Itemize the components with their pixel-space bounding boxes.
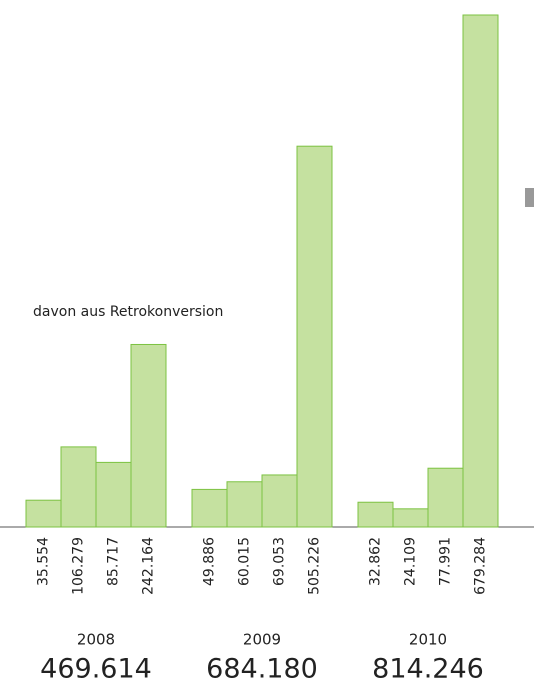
value-label: 32.862	[368, 537, 384, 586]
annotation: davon aus Retrokonversion	[33, 304, 223, 320]
group-label: 2009	[243, 631, 281, 649]
bar	[95, 461, 132, 528]
bar	[226, 481, 263, 528]
value-label: 106.279	[71, 537, 87, 595]
bar	[296, 145, 333, 528]
bar	[130, 343, 167, 528]
value-label: 24.109	[403, 537, 419, 586]
group-total: 469.614	[40, 654, 152, 685]
value-label: 85.717	[106, 537, 122, 586]
group-total: 814.246	[372, 654, 484, 685]
bar	[357, 501, 394, 528]
value-label: 49.886	[202, 537, 218, 586]
bar	[191, 488, 228, 528]
group-label: 2008	[77, 631, 115, 649]
value-label: 60.015	[237, 537, 253, 586]
value-label: 505.226	[307, 537, 323, 595]
value-label: 242.164	[141, 537, 157, 595]
bar	[261, 474, 298, 528]
bar	[25, 499, 62, 528]
bar	[427, 467, 464, 528]
bar	[392, 508, 429, 528]
group-total: 684.180	[206, 654, 318, 685]
value-label: 69.053	[272, 537, 288, 586]
bar	[462, 14, 499, 528]
value-label: 77.991	[438, 537, 454, 586]
value-label: 35.554	[36, 537, 52, 586]
bar	[60, 446, 97, 528]
group-label: 2010	[409, 631, 447, 649]
value-label: 679.284	[473, 537, 489, 595]
side-marker	[525, 188, 534, 207]
